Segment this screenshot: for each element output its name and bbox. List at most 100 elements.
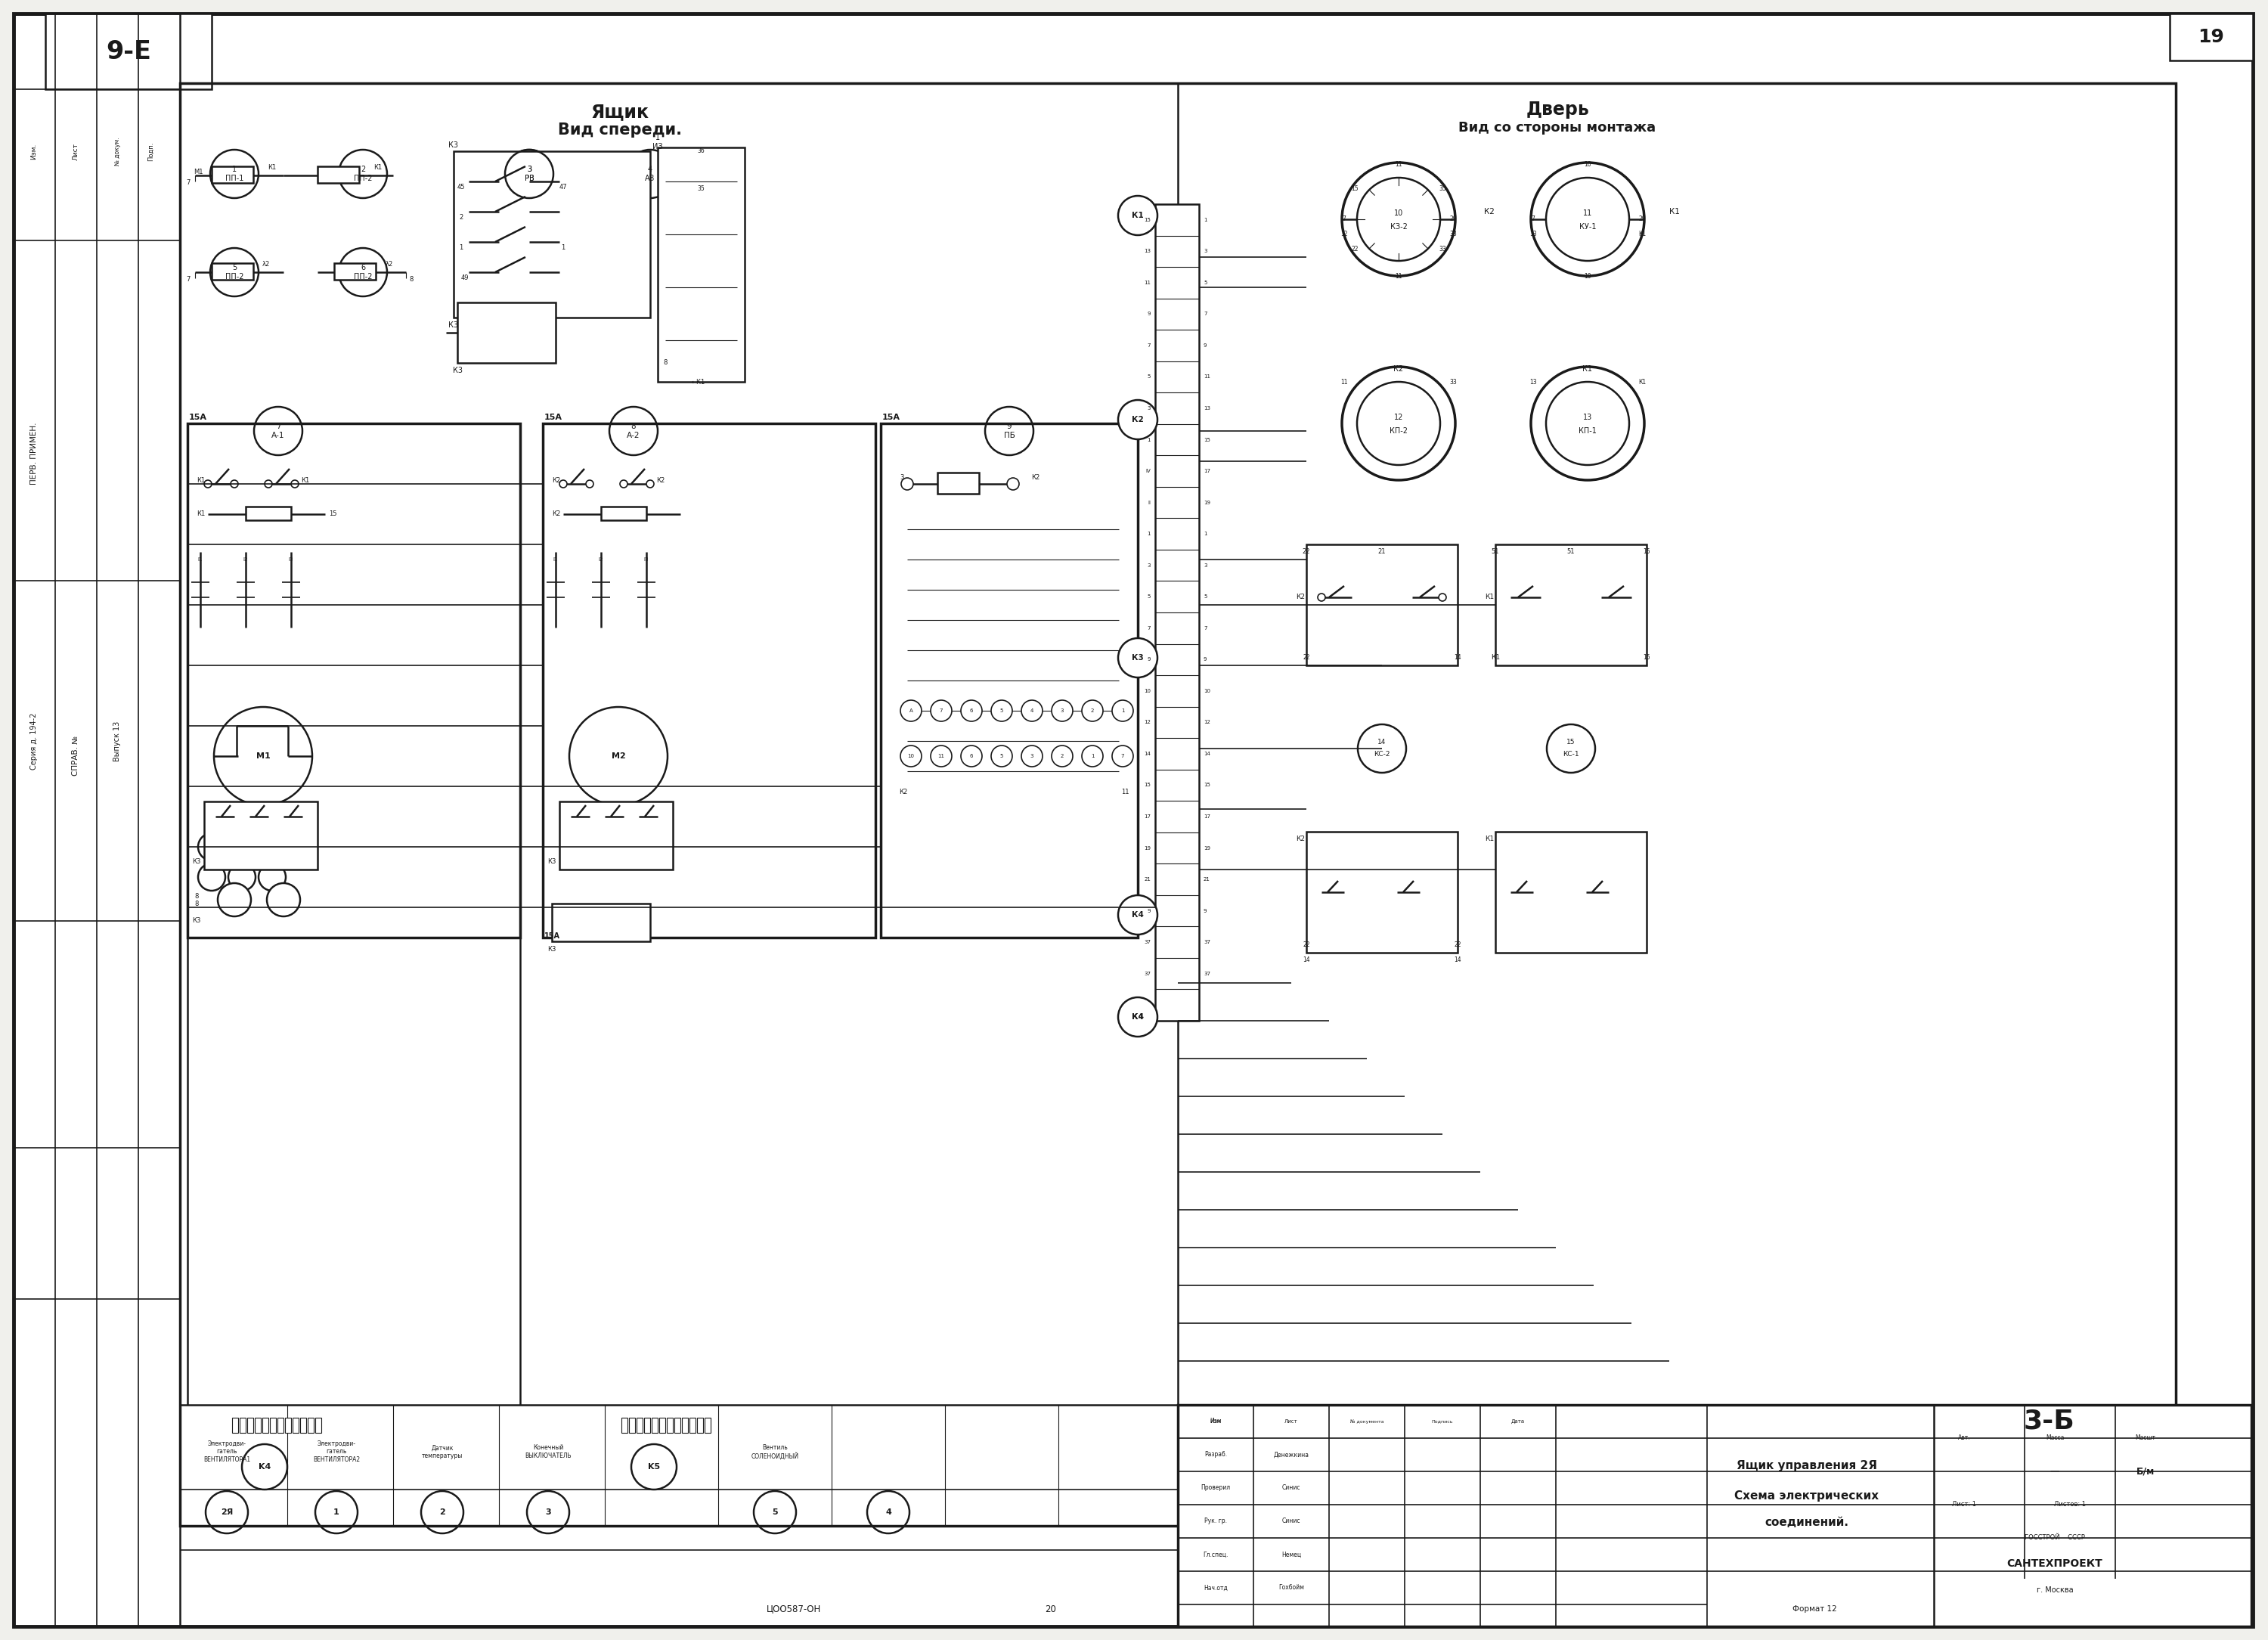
Circle shape (1111, 700, 1134, 722)
Bar (542, 423, 875, 938)
Text: 7: 7 (1204, 626, 1207, 630)
Circle shape (197, 833, 225, 861)
Circle shape (1111, 746, 1134, 766)
Text: 6: 6 (971, 754, 973, 758)
Text: К1: К1 (1486, 836, 1495, 843)
Text: IV: IV (1145, 469, 1150, 474)
Text: Изм: Изм (1209, 1419, 1222, 1425)
Text: 5: 5 (1204, 280, 1207, 285)
Circle shape (204, 481, 211, 487)
Text: К3: К3 (547, 946, 556, 953)
Bar (601, 507, 646, 520)
Text: Масшт: Масшт (2136, 1435, 2155, 1442)
Text: 1: 1 (333, 1509, 340, 1515)
Bar (247, 1417, 254, 1433)
Text: К2: К2 (898, 789, 907, 795)
Text: 10: 10 (907, 754, 914, 758)
Text: 20: 20 (1046, 1604, 1057, 1614)
Text: 10: 10 (1583, 272, 1592, 279)
Bar (696, 1417, 703, 1433)
Text: 1: 1 (1148, 438, 1150, 441)
Text: 29: 29 (1449, 216, 1456, 223)
Bar (458, 302, 556, 362)
Text: 1: 1 (1120, 708, 1125, 713)
Text: 21: 21 (1143, 877, 1150, 882)
Text: 19: 19 (2198, 28, 2225, 46)
Text: Ящик управления 2Я: Ящик управления 2Я (1737, 1460, 1878, 1471)
Text: 4: 4 (1030, 708, 1034, 713)
Text: 11: 11 (1143, 280, 1150, 285)
Text: 15: 15 (1567, 740, 1576, 746)
Text: М2: М2 (612, 753, 626, 759)
Bar (211, 166, 254, 184)
Text: 11: 11 (1120, 789, 1129, 795)
Text: 7: 7 (1531, 216, 1535, 223)
Bar (270, 1417, 277, 1433)
Text: 7: 7 (186, 277, 191, 284)
Bar (560, 802, 674, 869)
Text: 45: 45 (458, 184, 465, 190)
Text: Изм: Изм (1211, 1419, 1220, 1424)
Text: К1: К1 (1132, 212, 1143, 220)
Bar (45, 13, 211, 89)
Circle shape (930, 700, 953, 722)
Text: 2: 2 (458, 215, 463, 221)
Text: K4: K4 (259, 1463, 270, 1471)
Bar (1306, 544, 1458, 666)
Circle shape (1547, 725, 1594, 772)
Text: 3: 3 (900, 474, 905, 481)
Text: 14: 14 (1143, 751, 1150, 756)
Text: Синис: Синис (1281, 1484, 1300, 1491)
Text: Выпуск 13: Выпуск 13 (113, 722, 120, 761)
Text: КП-2: КП-2 (1390, 426, 1408, 435)
Text: 2: 2 (440, 1509, 445, 1515)
Text: 7
А-1: 7 А-1 (272, 423, 286, 440)
Text: 7: 7 (939, 708, 943, 713)
Text: 51: 51 (1492, 548, 1499, 556)
Text: 7: 7 (1343, 216, 1345, 223)
Text: 3: 3 (1061, 708, 1064, 713)
Text: 3: 3 (1148, 407, 1150, 410)
Text: САНТЕХПРОЕКТ: САНТЕХПРОЕКТ (2007, 1558, 2102, 1569)
Text: Проверил: Проверил (1200, 1484, 1232, 1491)
Bar (628, 1417, 635, 1433)
Text: Лист: Лист (1284, 1419, 1297, 1424)
Bar (333, 262, 376, 280)
Text: К1: К1 (1637, 379, 1647, 385)
Circle shape (231, 481, 238, 487)
Text: 9: 9 (1204, 909, 1207, 913)
Text: К1: К1 (1637, 231, 1647, 238)
Text: 37: 37 (1204, 971, 1211, 976)
Text: 12: 12 (1340, 231, 1347, 238)
Text: 7: 7 (186, 179, 191, 187)
Circle shape (962, 746, 982, 766)
Text: Листов: 1: Листов: 1 (2055, 1501, 2087, 1509)
Text: 11: 11 (1395, 161, 1402, 169)
Text: К4: К4 (1132, 1014, 1143, 1020)
Text: Разраб.: Разраб. (1204, 1451, 1227, 1458)
Bar (621, 1417, 628, 1433)
Circle shape (1547, 382, 1628, 466)
Bar (245, 507, 290, 520)
Circle shape (1118, 195, 1157, 235)
Circle shape (1052, 700, 1073, 722)
Circle shape (646, 481, 653, 487)
Text: Лист: Лист (73, 143, 79, 161)
Text: 21: 21 (1379, 548, 1386, 556)
Text: 15А: 15А (544, 932, 560, 940)
Text: Денежкина: Денежкина (1275, 1451, 1309, 1458)
Text: 14: 14 (1454, 654, 1461, 661)
Text: 7: 7 (1148, 626, 1150, 630)
Bar (1495, 544, 1647, 666)
Text: КС-2: КС-2 (1374, 751, 1390, 758)
Circle shape (900, 477, 914, 490)
Text: 3
РВ: 3 РВ (524, 166, 533, 182)
Text: 35: 35 (1438, 185, 1447, 192)
Text: Серия д. 194-2: Серия д. 194-2 (29, 712, 39, 769)
Circle shape (900, 700, 921, 722)
Text: ←К1: ←К1 (692, 379, 705, 385)
Text: 9: 9 (1148, 312, 1150, 317)
Text: 5: 5 (1148, 374, 1150, 379)
Text: 19: 19 (1204, 500, 1211, 505)
Text: № докум.: № докум. (113, 138, 120, 166)
